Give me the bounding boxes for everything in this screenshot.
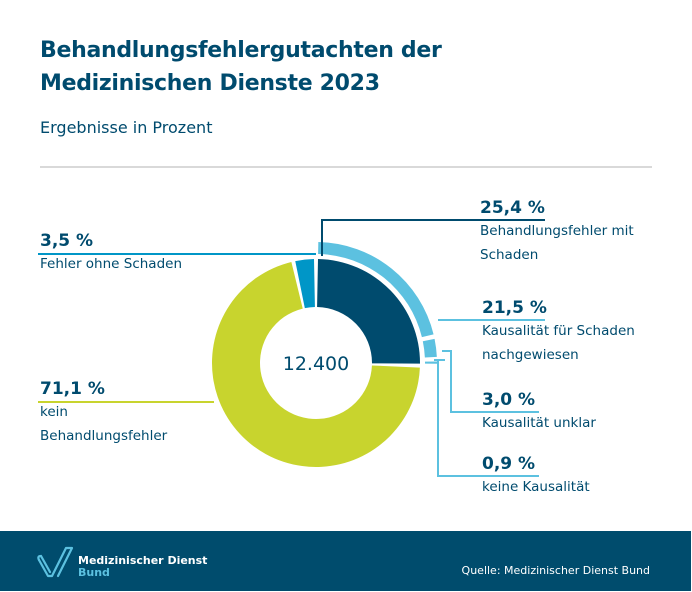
label-text-line2: nachgewiesen [482,347,579,363]
label-text: Fehler ohne Schaden [40,256,183,272]
outer-slice-keine-kausalitat [424,361,437,364]
outer-slice-kausalitat-unklar [422,338,437,358]
leader-line-mit-schaden [321,219,545,256]
chart-subtitle: Ergebnisse in Prozent [40,118,213,137]
checkmark-logo-icon [37,546,74,578]
label-kein-fehler: 71,1 % kein Behandlungsfehler [40,378,167,448]
label-text-line1: Behandlungsfehler mit [480,223,634,239]
label-text: Kausalität unklar [482,415,596,431]
source-note: Quelle: Medizinischer Dienst Bund [461,564,650,577]
chart-title-line1: Behandlungsfehlergutachten der [40,38,442,63]
label-pct: 25,4 % [480,198,545,218]
slice-behandlungsfehler-mit-schaden [317,259,420,364]
slice-kein-behandlungsfehler [212,261,420,467]
label-text-line1: kein [40,404,68,420]
outer-slice-kausalitat-fur-schaden-nachgewiesen [318,242,434,338]
label-mit-schaden: 25,4 % Behandlungsfehler mit Schaden [480,197,634,267]
label-text-line1: Kausalität für Schaden [482,323,635,339]
leader-line-keine-kausal-drop [437,360,539,477]
logo-text-line1: Medizinischer Dienst [78,554,208,567]
label-text-line2: Behandlungsfehler [40,428,168,444]
label-kausal-unklar: 3,0 % Kausalität unklar [482,389,596,435]
leader-line-kausal-unklar [442,350,539,413]
slice-fehler-ohne-schaden [295,259,315,309]
outer-ring [318,242,437,364]
label-pct: 3,0 % [482,390,536,410]
label-text-line2: Schaden [480,247,539,263]
label-kausal-nachgewiesen: 21,5 % Kausalität für Schaden nachgewies… [482,297,635,367]
chart-title-line2: Medizinischen Dienste 2023 [40,71,380,96]
divider [40,166,652,168]
inner-ring [212,259,420,467]
chart-title: Behandlungsfehlergutachten der Medizinis… [40,34,640,100]
label-keine-kausal: 0,9 % keine Kausalität [482,453,590,499]
logo-text-line2: Bund [78,566,110,579]
center-label: 12.400 [283,353,349,375]
label-text: keine Kausalität [482,479,590,495]
label-pct: 71,1 % [40,379,105,399]
label-pct: 0,9 % [482,454,536,474]
label-fehler-ohne-schaden: 3,5 % Fehler ohne Schaden [40,230,182,276]
footer [0,531,691,591]
label-pct: 21,5 % [482,298,547,318]
logo-text: Medizinischer Dienst Bund [78,555,207,579]
leader-lines [38,219,545,477]
label-pct: 3,5 % [40,231,94,251]
